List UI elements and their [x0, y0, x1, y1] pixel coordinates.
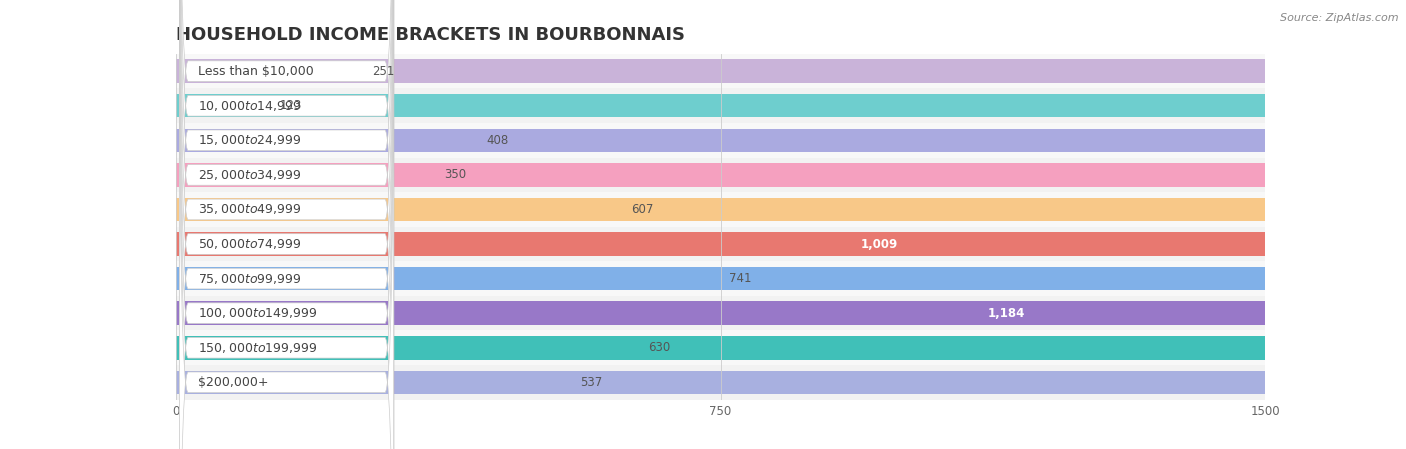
- FancyBboxPatch shape: [180, 0, 394, 449]
- Text: 607: 607: [631, 203, 654, 216]
- Bar: [176, 232, 1265, 256]
- Bar: [176, 301, 1265, 325]
- Text: $15,000 to $24,999: $15,000 to $24,999: [198, 133, 302, 147]
- Bar: [176, 192, 1265, 227]
- Text: 123: 123: [280, 99, 302, 112]
- FancyBboxPatch shape: [180, 0, 394, 449]
- Text: 741: 741: [728, 272, 751, 285]
- Bar: [176, 296, 1265, 330]
- Text: $75,000 to $99,999: $75,000 to $99,999: [198, 272, 302, 286]
- Bar: [176, 267, 1265, 291]
- Text: $35,000 to $49,999: $35,000 to $49,999: [198, 202, 302, 216]
- Bar: [176, 59, 1265, 83]
- Bar: [176, 336, 1265, 360]
- Bar: [176, 94, 1265, 118]
- Bar: [176, 330, 1265, 365]
- Text: 537: 537: [581, 376, 603, 389]
- FancyBboxPatch shape: [180, 0, 394, 449]
- Text: 1,184: 1,184: [987, 307, 1025, 320]
- Bar: [176, 54, 1265, 88]
- Bar: [176, 198, 1265, 221]
- Bar: [176, 163, 1265, 187]
- Bar: [176, 94, 1265, 118]
- FancyBboxPatch shape: [180, 0, 394, 449]
- Bar: [176, 88, 1265, 123]
- FancyBboxPatch shape: [180, 0, 394, 449]
- Bar: [176, 128, 1265, 152]
- Bar: [176, 128, 1265, 152]
- Bar: [176, 370, 1265, 394]
- Text: HOUSEHOLD INCOME BRACKETS IN BOURBONNAIS: HOUSEHOLD INCOME BRACKETS IN BOURBONNAIS: [176, 26, 685, 44]
- Text: $50,000 to $74,999: $50,000 to $74,999: [198, 237, 302, 251]
- Bar: [176, 267, 1265, 291]
- FancyBboxPatch shape: [180, 0, 394, 449]
- FancyBboxPatch shape: [180, 0, 394, 449]
- Text: 251: 251: [373, 65, 395, 78]
- Bar: [176, 158, 1265, 192]
- Text: 350: 350: [444, 168, 467, 181]
- Text: Source: ZipAtlas.com: Source: ZipAtlas.com: [1281, 13, 1399, 23]
- Bar: [176, 123, 1265, 158]
- Bar: [176, 198, 1265, 221]
- Bar: [176, 370, 1265, 394]
- Bar: [176, 301, 1265, 325]
- Text: Less than $10,000: Less than $10,000: [198, 65, 314, 78]
- Bar: [176, 261, 1265, 296]
- Bar: [176, 163, 1265, 187]
- FancyBboxPatch shape: [180, 0, 394, 449]
- Text: 1,009: 1,009: [860, 238, 898, 251]
- Text: $25,000 to $34,999: $25,000 to $34,999: [198, 168, 302, 182]
- Bar: [176, 336, 1265, 360]
- Text: $100,000 to $149,999: $100,000 to $149,999: [198, 306, 318, 320]
- Text: 630: 630: [648, 341, 671, 354]
- Bar: [176, 232, 1265, 256]
- Bar: [176, 365, 1265, 400]
- FancyBboxPatch shape: [180, 0, 394, 449]
- Bar: [176, 227, 1265, 261]
- Text: $10,000 to $14,999: $10,000 to $14,999: [198, 99, 302, 113]
- Text: $200,000+: $200,000+: [198, 376, 269, 389]
- Text: 408: 408: [486, 134, 509, 147]
- Bar: [176, 59, 1265, 83]
- Text: $150,000 to $199,999: $150,000 to $199,999: [198, 341, 318, 355]
- FancyBboxPatch shape: [180, 0, 394, 449]
